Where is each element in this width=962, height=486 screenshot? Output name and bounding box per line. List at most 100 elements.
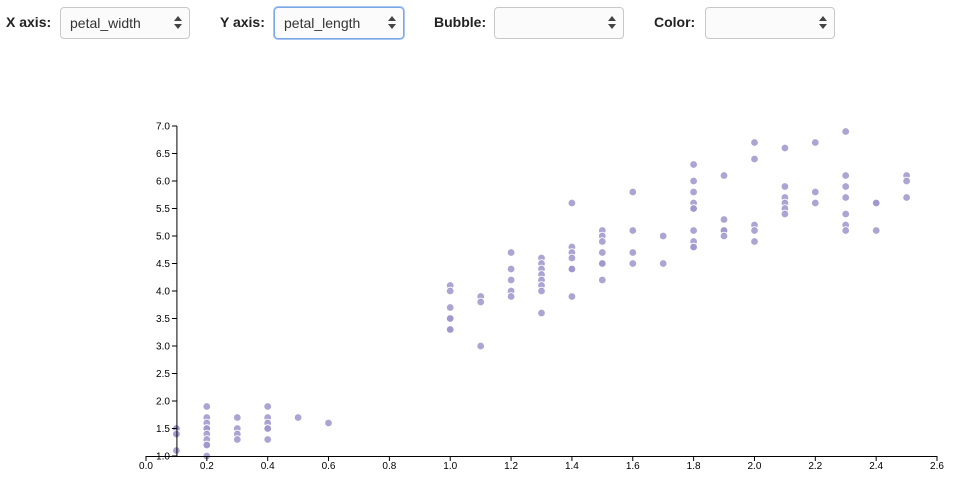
data-point [506, 292, 516, 301]
x-axis-select-value: petal_width [70, 15, 141, 31]
data-point [476, 341, 485, 351]
x-axis-label: X axis: [6, 14, 52, 30]
data-point [263, 435, 272, 444]
bubble-label: Bubble: [434, 14, 487, 30]
x-axis-select[interactable]: petal_width [60, 7, 190, 39]
data-point [537, 286, 546, 296]
x-tick-label: 1.4 [565, 461, 579, 472]
data-point [841, 127, 850, 136]
data-point [872, 198, 881, 208]
select-arrows-icon [819, 14, 827, 32]
y-tick-label: 4.5 [156, 259, 170, 270]
x-tick-label: 2.2 [808, 461, 822, 472]
y-tick-label: 4.0 [156, 287, 170, 298]
data-point [293, 413, 303, 422]
data-point [719, 215, 729, 224]
data-point [567, 253, 577, 263]
data-point [324, 418, 333, 428]
y-axis-label: Y axis: [220, 14, 265, 30]
y-tick-label: 7.0 [156, 122, 170, 133]
x-tick-label: 0.2 [200, 461, 214, 472]
data-point [172, 446, 181, 455]
color-label: Color: [654, 14, 696, 30]
data-point [750, 154, 759, 164]
data-point [628, 226, 637, 235]
data-point [233, 413, 242, 422]
data-point [263, 402, 272, 411]
data-point [476, 297, 485, 307]
data-point [841, 182, 850, 191]
y-tick-label: 3.5 [156, 314, 170, 325]
data-point [780, 182, 790, 191]
data-point [659, 231, 668, 241]
y-tick-label: 2.5 [156, 369, 170, 380]
color-select[interactable] [705, 7, 835, 39]
select-arrows-icon [608, 14, 616, 32]
data-point [628, 248, 637, 257]
y-tick-label: 1.5 [156, 424, 170, 435]
data-point [537, 308, 546, 318]
data-point [446, 314, 455, 323]
data-point [598, 237, 607, 246]
data-point [598, 259, 607, 268]
data-point [902, 193, 911, 202]
data-point [719, 231, 729, 241]
y-tick-label: 2.0 [156, 397, 170, 408]
data-point [780, 143, 790, 153]
data-point [446, 303, 455, 312]
points-layer [172, 127, 911, 461]
data-point [506, 264, 516, 274]
data-point [506, 275, 516, 285]
data-point [506, 248, 516, 257]
data-point [446, 325, 455, 334]
select-arrows-icon [174, 14, 182, 32]
x-tick-label: 0.8 [382, 461, 396, 472]
y-tick-label: 5.5 [156, 204, 170, 215]
data-point [172, 429, 181, 439]
data-point [750, 226, 759, 235]
y-tick-label: 6.5 [156, 149, 170, 160]
data-point [689, 187, 698, 197]
data-point [567, 264, 577, 274]
y-tick-label: 3.0 [156, 342, 170, 353]
y-tick-label: 5.0 [156, 232, 170, 243]
x-tick-label: 1.2 [504, 461, 518, 472]
y-axis-select[interactable]: petal_length [274, 7, 404, 39]
data-point [689, 226, 698, 235]
bubble-select[interactable] [494, 7, 624, 39]
x-tick-label: 0.4 [261, 461, 275, 472]
data-point [811, 187, 820, 197]
data-point [202, 440, 211, 450]
data-point [689, 160, 698, 169]
data-point [659, 259, 668, 268]
data-point [598, 248, 607, 257]
x-tick-label: 0.6 [322, 461, 336, 472]
select-arrows-icon [388, 14, 396, 32]
data-point [841, 226, 850, 235]
data-point [628, 187, 637, 197]
data-point [719, 171, 729, 180]
x-tick-label: 2.4 [869, 461, 883, 472]
x-tick-label: 1.8 [687, 461, 701, 472]
data-point [841, 209, 850, 219]
y-axis-select-value: petal_length [284, 15, 361, 31]
x-tick-label: 1.0 [443, 461, 457, 472]
data-point [780, 209, 790, 219]
data-point [811, 138, 820, 147]
data-point [811, 198, 820, 208]
x-tick-label: 0.0 [139, 461, 153, 472]
data-point [202, 402, 211, 411]
x-tick-label: 1.6 [626, 461, 640, 472]
data-point [689, 242, 698, 252]
x-tick-label: 2.6 [930, 461, 944, 472]
y-tick-label: 6.0 [156, 177, 170, 188]
data-point [233, 435, 242, 444]
data-point [628, 259, 637, 268]
data-point [567, 198, 577, 208]
x-tick-label: 2.0 [748, 461, 762, 472]
data-point [841, 193, 850, 202]
data-point [598, 275, 607, 285]
data-point [446, 286, 455, 296]
data-point [841, 171, 850, 180]
